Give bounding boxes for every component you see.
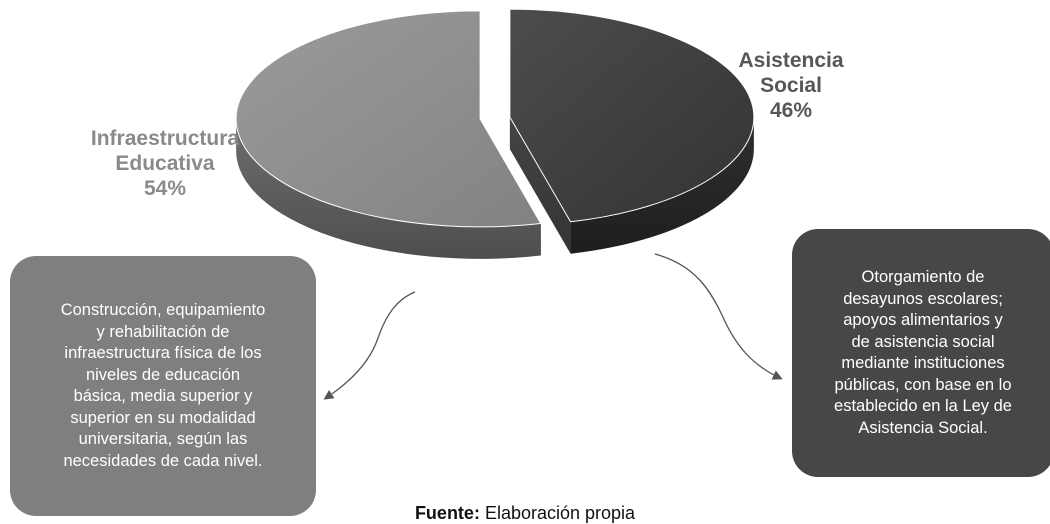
note-box-asistencia: Otorgamiento de desayunos escolares; apo… bbox=[792, 229, 1050, 477]
note-line: desayunos escolares; bbox=[843, 289, 1003, 308]
slice-percent: 54% bbox=[143, 177, 187, 200]
slice-label-line: Infraestructura bbox=[90, 127, 240, 150]
note-line: Construcción, equipamiento bbox=[60, 301, 266, 319]
connector-arrow-left bbox=[323, 291, 416, 400]
note-text: Otorgamiento de desayunos escolares; apo… bbox=[834, 267, 1012, 439]
source-label: Fuente: bbox=[414, 503, 480, 523]
pie-slice-asistencia bbox=[509, 8, 755, 254]
note-line: Asistencia Social. bbox=[858, 418, 988, 437]
note-line: básica, media superior y bbox=[73, 387, 253, 405]
note-line: y rehabilitación de bbox=[96, 322, 230, 341]
slice-percent: 46% bbox=[769, 99, 813, 122]
slice-label-line: Asistencia bbox=[738, 49, 844, 72]
slice-label-infraestructura: Infraestructura Educativa 54% bbox=[60, 126, 270, 201]
source-text: Elaboración propia bbox=[479, 503, 636, 523]
slice-label-asistencia: Asistencia Social 46% bbox=[706, 48, 876, 123]
note-box-infraestructura: Construcción, equipamiento y rehabilitac… bbox=[10, 256, 316, 516]
note-line: públicas, con base en lo bbox=[834, 375, 1012, 394]
note-line: establecido en la Ley de bbox=[834, 397, 1012, 415]
note-line: Otorgamiento de bbox=[861, 268, 985, 286]
connector-arrow-right bbox=[654, 253, 783, 380]
note-line: universitaria, según las bbox=[78, 430, 248, 448]
slice-label-line: Social bbox=[760, 74, 822, 97]
note-line: necesidades de cada nivel. bbox=[63, 451, 263, 470]
note-line: apoyos alimentarios y bbox=[843, 311, 1003, 329]
note-line: mediante instituciones bbox=[841, 354, 1005, 372]
note-line: de asistencia social bbox=[851, 332, 995, 351]
slice-label-line: Educativa bbox=[115, 152, 215, 175]
note-line: infraestructura física de los bbox=[64, 344, 262, 362]
note-line: niveles de educación bbox=[85, 365, 241, 384]
source-caption: Fuente: Elaboración propia bbox=[0, 503, 1050, 524]
note-line: superior en su modalidad bbox=[70, 408, 256, 427]
pie-slice-infraestructura bbox=[235, 10, 542, 259]
note-text: Construcción, equipamiento y rehabilitac… bbox=[61, 300, 266, 472]
